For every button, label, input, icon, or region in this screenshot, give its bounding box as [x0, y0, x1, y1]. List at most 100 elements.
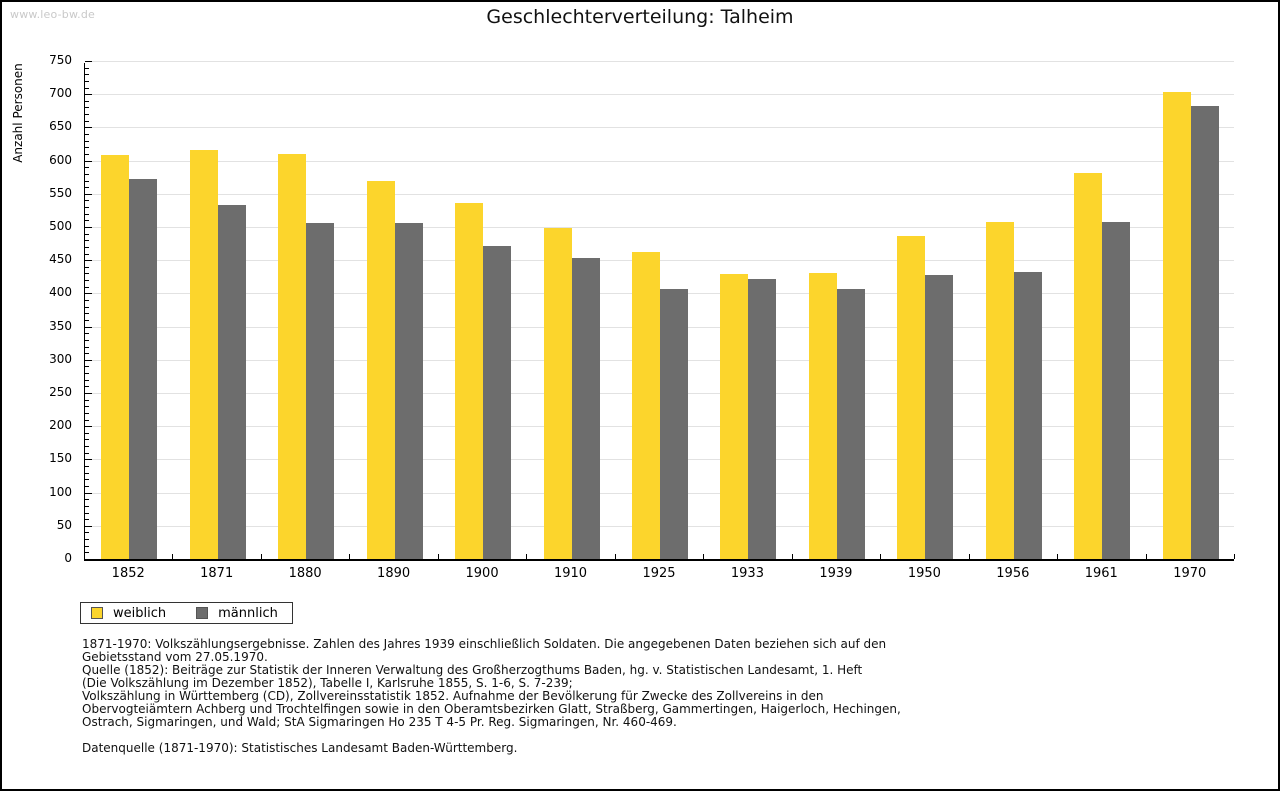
y-minor-tick-20: [85, 545, 89, 547]
x-boundary-tick-3: [349, 554, 350, 559]
y-minor-tick-120: [85, 479, 89, 481]
legend-item-weiblich: weiblich: [91, 607, 166, 620]
y-tick-label-600: 600: [49, 152, 72, 167]
weiblich-swatch-icon: [91, 607, 103, 619]
y-minor-tick-430: [85, 273, 89, 275]
y-axis-title: Anzahl Personen: [11, 63, 25, 163]
legend: weiblich männlich: [80, 602, 293, 624]
y-minor-tick-290: [85, 366, 89, 368]
bar-männlich-1950: [925, 274, 954, 559]
y-major-tick-300: [85, 359, 92, 361]
legend-label-weiblich: weiblich: [113, 605, 167, 621]
y-major-tick-150: [85, 459, 92, 461]
footnote-line-3: Quelle (1852): Beiträge zur Statistik de…: [82, 663, 863, 677]
footnote-lines: 1871-1970: Volkszählungsergebnisse. Zahl…: [82, 638, 1202, 729]
y-minor-tick-190: [85, 432, 89, 434]
y-tick-label-50: 50: [56, 517, 72, 532]
bar-weiblich-1970: [1162, 91, 1191, 559]
bar-group-1950: [881, 63, 969, 559]
y-tick-label-750: 750: [49, 53, 72, 67]
y-minor-tick-520: [85, 213, 89, 215]
x-tick-label-1939: 1939: [819, 566, 853, 581]
bar-weiblich-1890: [366, 180, 395, 559]
x-boundary-tick-11: [1057, 554, 1058, 559]
footnotes-block: 1871-1970: Volkszählungsergebnisse. Zahl…: [82, 638, 1202, 755]
y-minor-tick-230: [85, 406, 89, 408]
x-boundary-tick-13: [1234, 554, 1235, 559]
y-minor-tick-60: [85, 519, 89, 521]
y-minor-tick-90: [85, 499, 89, 501]
gridline-600: [85, 160, 1234, 162]
x-boundary-tick-5: [526, 554, 527, 559]
y-major-tick-200: [85, 426, 92, 428]
y-major-tick-400: [85, 293, 92, 295]
y-major-tick-550: [85, 193, 92, 195]
bar-weiblich-1950: [897, 236, 926, 559]
x-tick-label-1900: 1900: [465, 566, 499, 581]
y-tick-label-200: 200: [49, 418, 72, 433]
y-minor-tick-730: [85, 74, 89, 76]
gridline-500: [85, 227, 1234, 228]
y-minor-tick-440: [85, 266, 89, 268]
y-tick-label-500: 500: [49, 219, 72, 233]
bar-weiblich-1871: [189, 149, 218, 559]
y-tick-label-550: 550: [49, 185, 72, 200]
y-major-tick-650: [85, 127, 92, 129]
bar-group-1925: [616, 63, 704, 559]
x-tick-label-1961: 1961: [1084, 566, 1118, 581]
y-minor-tick-370: [85, 313, 89, 315]
bar-weiblich-1939: [808, 273, 837, 559]
y-minor-tick-580: [85, 173, 89, 175]
y-minor-tick-610: [85, 153, 89, 155]
y-minor-tick-670: [85, 114, 89, 116]
bar-group-1871: [173, 63, 261, 559]
y-major-tick-450: [85, 260, 92, 262]
y-tick-label-650: 650: [49, 119, 72, 134]
y-major-tick-250: [85, 393, 92, 394]
x-tick-label-1950: 1950: [907, 566, 941, 581]
bar-weiblich-1852: [101, 155, 130, 559]
y-minor-tick-240: [85, 399, 89, 401]
y-tick-label-350: 350: [49, 318, 72, 333]
y-tick-label-400: 400: [49, 285, 72, 300]
bar-group-1939: [793, 63, 881, 559]
y-tick-label-250: 250: [49, 385, 72, 399]
legend-item-maennlich: männlich: [196, 607, 278, 620]
x-tick-label-1871: 1871: [200, 566, 234, 581]
y-minor-tick-720: [85, 80, 89, 82]
y-minor-tick-10: [85, 552, 89, 554]
y-major-tick-500: [85, 227, 92, 228]
y-minor-tick-210: [85, 419, 89, 421]
x-boundary-tick-8: [792, 554, 793, 559]
y-minor-tick-320: [85, 346, 89, 348]
footnote-line-2: Gebietsstand vom 27.05.1970.: [82, 650, 268, 664]
y-minor-tick-620: [85, 147, 89, 149]
y-tick-label-0: 0: [64, 551, 72, 565]
y-minor-tick-220: [85, 412, 89, 414]
gridline-550: [85, 193, 1234, 195]
bar-männlich-1852: [129, 178, 158, 559]
bar-männlich-1939: [836, 288, 865, 559]
y-major-tick-700: [85, 94, 92, 96]
bar-männlich-1890: [394, 223, 423, 559]
plot-area: [84, 61, 1235, 561]
y-tick-label-150: 150: [49, 451, 72, 466]
bar-weiblich-1910: [543, 228, 572, 559]
y-minor-tick-560: [85, 187, 89, 189]
y-minor-tick-570: [85, 180, 89, 182]
bar-weiblich-1956: [985, 222, 1014, 559]
bar-männlich-1880: [306, 223, 335, 559]
bar-group-1852: [85, 63, 173, 559]
y-minor-tick-490: [85, 233, 89, 235]
y-minor-tick-310: [85, 353, 89, 355]
maennlich-swatch-icon: [196, 607, 209, 619]
y-major-tick-350: [85, 326, 92, 328]
x-tick-label-1880: 1880: [288, 566, 322, 581]
bar-group-1880: [262, 63, 350, 559]
y-minor-tick-110: [85, 485, 89, 487]
y-minor-tick-460: [85, 253, 89, 255]
y-minor-tick-360: [85, 319, 89, 321]
y-minor-tick-330: [85, 339, 89, 341]
y-minor-tick-260: [85, 386, 89, 388]
